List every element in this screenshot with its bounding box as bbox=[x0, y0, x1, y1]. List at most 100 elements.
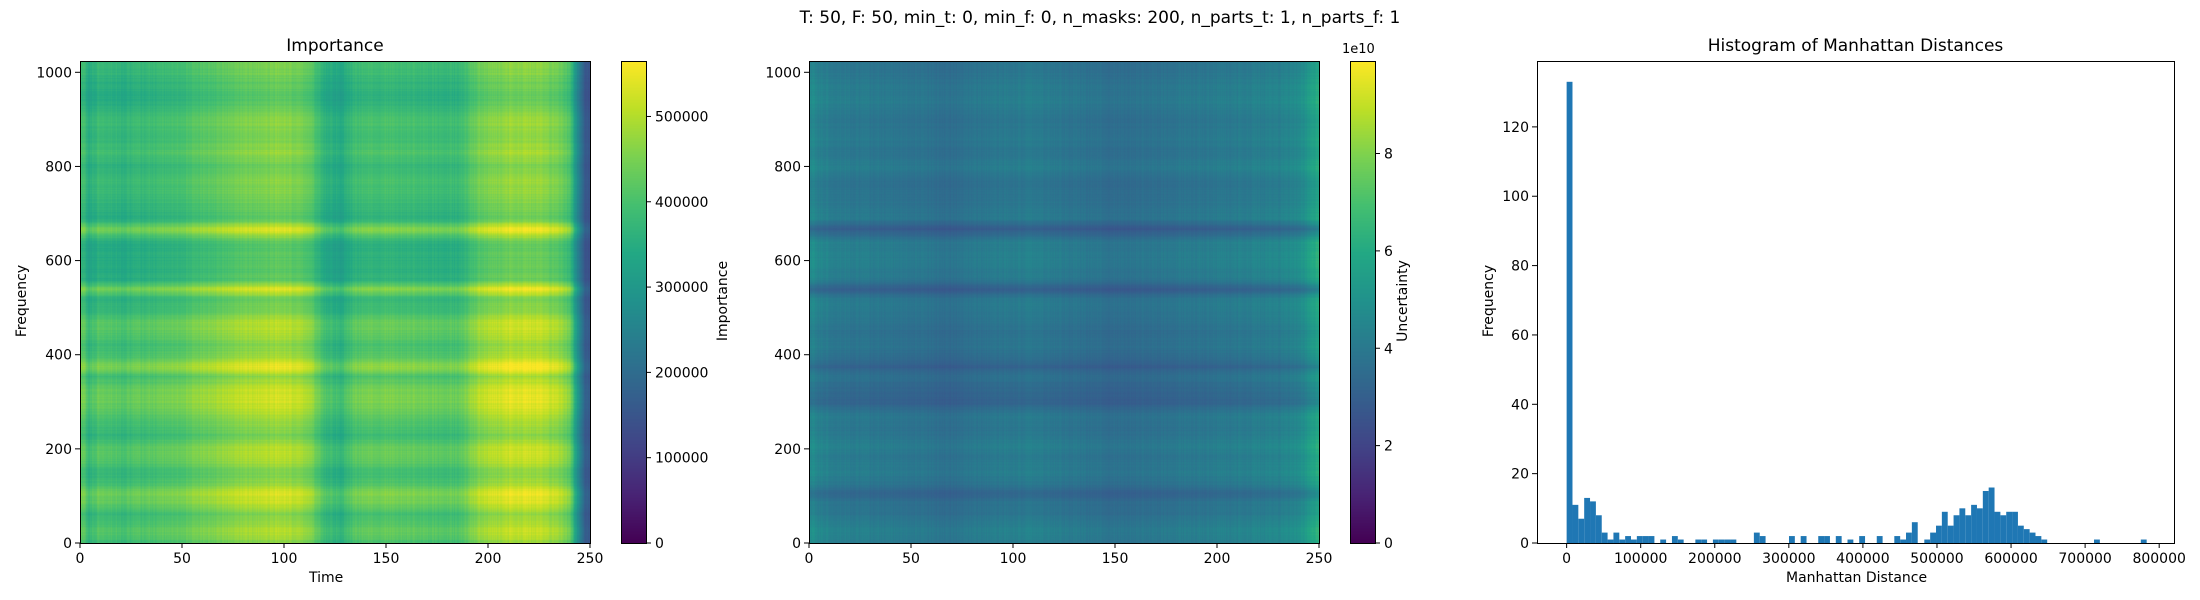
histogram-bar bbox=[1976, 508, 1983, 543]
importance-title: Importance bbox=[286, 36, 384, 56]
histogram-bar bbox=[2006, 511, 2013, 543]
uncertainty-ytick-label: 400 bbox=[774, 348, 801, 364]
histogram-xtick-label: 500000 bbox=[1910, 551, 1963, 567]
histogram-ytick-label: 120 bbox=[1502, 120, 1529, 136]
uncertainty-colorbar-frame bbox=[1350, 61, 1376, 544]
uncertainty-colorbar-tick-label: 4 bbox=[1384, 341, 1393, 357]
histogram-bar bbox=[1982, 490, 1989, 543]
importance-heatmap bbox=[80, 61, 590, 543]
uncertainty-colorbar-tick-label: 0 bbox=[1384, 536, 1393, 552]
histogram-bar bbox=[1971, 504, 1977, 543]
histogram-bar bbox=[1847, 539, 1854, 543]
histogram-bar bbox=[1613, 532, 1620, 543]
importance-xtick-label: 200 bbox=[475, 551, 502, 567]
histogram-bar bbox=[1924, 539, 1931, 543]
histogram-bar bbox=[1788, 536, 1795, 543]
histogram-axes-frame bbox=[1537, 61, 2175, 544]
histogram-bar bbox=[1660, 539, 1667, 543]
histogram-bar bbox=[1712, 539, 1719, 543]
histogram-xtick-label: 100000 bbox=[1614, 551, 1667, 567]
histogram-bar bbox=[2041, 539, 2048, 543]
histogram-ytick-label: 100 bbox=[1502, 189, 1529, 205]
histogram-ytick-label: 20 bbox=[1511, 467, 1529, 483]
importance-xlabel: Time bbox=[309, 570, 344, 586]
histogram-bar bbox=[1906, 532, 1912, 543]
histogram-bar bbox=[1718, 539, 1725, 543]
histogram-xtick-label: 400000 bbox=[1836, 551, 1889, 567]
importance-ytick-label: 400 bbox=[45, 348, 72, 364]
uncertainty-ytick-label: 600 bbox=[774, 254, 801, 270]
histogram-bar bbox=[1953, 515, 1960, 543]
histogram-bar bbox=[1994, 511, 2001, 543]
histogram-ytick-label: 40 bbox=[1511, 397, 1529, 413]
importance-colorbar-tick-label: 200000 bbox=[655, 365, 708, 381]
importance-xtick-label: 0 bbox=[76, 551, 85, 567]
histogram-ytick-label: 60 bbox=[1511, 328, 1529, 344]
histogram-bar bbox=[1947, 525, 1954, 543]
importance-ytick-label: 1000 bbox=[36, 65, 72, 81]
histogram-bar bbox=[1584, 497, 1591, 543]
histogram-title: Histogram of Manhattan Distances bbox=[1707, 36, 2004, 56]
histogram-bar bbox=[1607, 539, 1614, 543]
importance-colorbar bbox=[621, 61, 646, 543]
importance-colorbar-tick-label: 300000 bbox=[655, 280, 708, 296]
histogram-bar bbox=[1590, 501, 1596, 543]
uncertainty-xtick-label: 0 bbox=[805, 551, 814, 567]
histogram-bar bbox=[1648, 536, 1655, 543]
histogram-bar bbox=[1818, 536, 1825, 543]
histogram-bar bbox=[1619, 539, 1626, 543]
histogram-bar bbox=[1671, 536, 1678, 543]
histogram-bar bbox=[2012, 511, 2018, 543]
uncertainty-axes-frame bbox=[809, 61, 1320, 544]
importance-axes-frame bbox=[80, 61, 591, 544]
histogram-bar bbox=[1965, 515, 1972, 543]
importance-xtick-label: 50 bbox=[173, 551, 191, 567]
figure-suptitle: T: 50, F: 50, min_t: 0, min_f: 0, n_mask… bbox=[799, 8, 1401, 28]
histogram-bar bbox=[1730, 539, 1737, 543]
histogram-bar bbox=[1936, 525, 1942, 543]
histogram-bar bbox=[2094, 539, 2100, 543]
histogram-bar bbox=[2035, 536, 2042, 543]
uncertainty-heatmap bbox=[809, 61, 1319, 543]
histogram-bar bbox=[1595, 515, 1602, 543]
importance-ytick-label: 800 bbox=[45, 159, 72, 175]
histogram-bar bbox=[1578, 518, 1585, 543]
histogram-bar bbox=[1695, 539, 1702, 543]
importance-ytick-label: 0 bbox=[63, 536, 72, 552]
histogram-bar bbox=[1930, 532, 1937, 543]
histogram-bar bbox=[2000, 515, 2007, 543]
histogram-bar bbox=[1859, 536, 1866, 543]
histogram-bar bbox=[1835, 536, 1842, 543]
histogram-bar bbox=[1941, 511, 1948, 543]
importance-xtick-label: 150 bbox=[373, 551, 400, 567]
importance-colorbar-frame bbox=[621, 61, 647, 544]
uncertainty-xtick-label: 250 bbox=[1306, 551, 1333, 567]
importance-colorbar-tick-label: 0 bbox=[655, 536, 664, 552]
histogram-bar bbox=[2140, 539, 2147, 543]
histogram-bar bbox=[1824, 536, 1830, 543]
histogram-bar bbox=[1630, 539, 1637, 543]
importance-colorbar-tick-label: 500000 bbox=[655, 109, 708, 125]
histogram-bar bbox=[1894, 536, 1901, 543]
histogram-bar bbox=[1876, 536, 1883, 543]
importance-colorbar-tick-label: 400000 bbox=[655, 195, 708, 211]
histogram-bar bbox=[1642, 536, 1649, 543]
uncertainty-xtick-label: 100 bbox=[1000, 551, 1027, 567]
uncertainty-colorbar-tick-label: 2 bbox=[1384, 439, 1393, 455]
uncertainty-colorbar bbox=[1350, 61, 1375, 543]
histogram-bar bbox=[1911, 522, 1918, 543]
histogram-xlabel: Manhattan Distance bbox=[1786, 570, 1928, 586]
histogram-bar bbox=[1636, 536, 1643, 543]
histogram-bar bbox=[1625, 536, 1631, 543]
histogram-xtick-label: 200000 bbox=[1688, 551, 1741, 567]
histogram-bar bbox=[2023, 529, 2030, 543]
importance-ytick-label: 600 bbox=[45, 254, 72, 270]
importance-ytick-label: 200 bbox=[45, 442, 72, 458]
histogram-xtick-label: 700000 bbox=[2058, 551, 2111, 567]
uncertainty-ytick-label: 200 bbox=[774, 442, 801, 458]
uncertainty-ytick-label: 0 bbox=[792, 536, 801, 552]
histogram-xtick-label: 800000 bbox=[2132, 551, 2185, 567]
uncertainty-ytick-label: 800 bbox=[774, 159, 801, 175]
histogram-xtick-label: 600000 bbox=[1984, 551, 2037, 567]
